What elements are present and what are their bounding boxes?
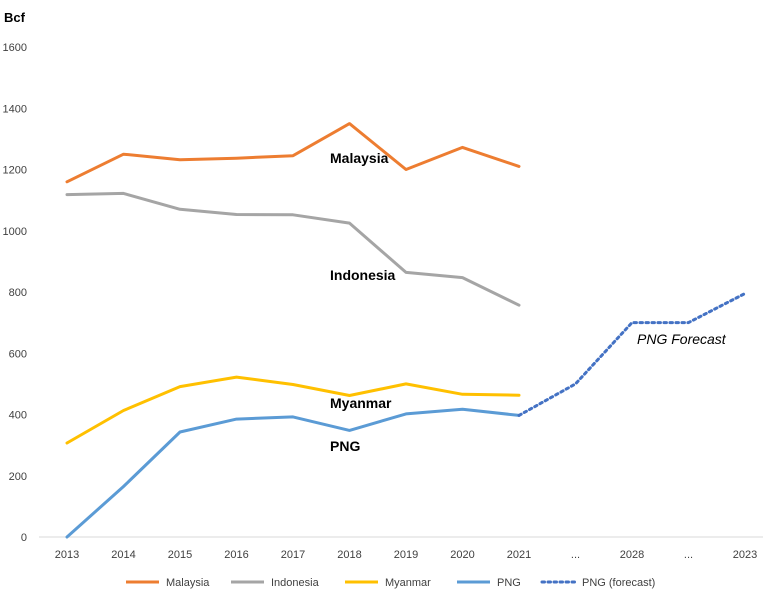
y-tick-label: 0: [21, 532, 27, 544]
series-line-myanmar: [65, 375, 521, 445]
x-tick-label: 2019: [394, 549, 418, 561]
annotation-myanmar: Myanmar: [330, 395, 392, 411]
annotation-png: PNG: [330, 438, 360, 454]
x-tick-label: 2017: [281, 549, 305, 561]
x-tick-label: ...: [571, 549, 580, 561]
y-tick-label: 800: [9, 287, 27, 299]
y-tick-label: 400: [9, 410, 27, 422]
legend-label: Malaysia: [166, 577, 210, 589]
legend-label: PNG (forecast): [582, 577, 655, 589]
y-tick-label: 200: [9, 471, 27, 483]
annotation-malaysia: Malaysia: [330, 150, 389, 166]
x-tick-label: 2020: [450, 549, 474, 561]
legend-label: PNG: [497, 577, 521, 589]
x-tick-label: 2023: [733, 549, 757, 561]
series-layer: [65, 122, 747, 539]
x-tick-label: ...: [684, 549, 693, 561]
x-tick-label: 2015: [168, 549, 192, 561]
y-tick-label: 1600: [3, 42, 27, 54]
y-tick-label: 600: [9, 348, 27, 360]
y-axis-label: Bcf: [4, 10, 26, 25]
series-line-png-forecast: [517, 292, 747, 417]
legend-label: Indonesia: [271, 577, 320, 589]
annotation-png-forecast: PNG Forecast: [637, 331, 727, 347]
annotation-layer: Malaysia Indonesia Myanmar PNG PNG Forecast: [330, 150, 727, 454]
series-line-png: [65, 407, 521, 539]
y-tick-label: 1400: [3, 103, 27, 115]
annotation-indonesia: Indonesia: [330, 267, 396, 283]
x-tick-label: 2021: [507, 549, 531, 561]
x-tick-label: 2018: [337, 549, 361, 561]
legend: Malaysia Indonesia Myanmar PNG PNG (forecast…: [126, 577, 655, 589]
y-tick-label: 1200: [3, 165, 27, 177]
series-line-malaysia: [65, 122, 521, 184]
series-line-indonesia: [65, 191, 521, 307]
x-axis-ticks: 2013 2014 2015 2016 2017 2018 2019 2020 2021... 2…: [55, 549, 757, 561]
legend-label: Myanmar: [385, 577, 431, 589]
x-tick-label: 2016: [224, 549, 248, 561]
y-tick-label: 1000: [3, 226, 27, 238]
x-tick-label: 2014: [111, 549, 135, 561]
y-axis-ticks: 0 200 400 600 800 1000 1200 1400 1600: [3, 42, 27, 544]
x-tick-label: 2028: [620, 549, 644, 561]
x-tick-label: 2013: [55, 549, 79, 561]
